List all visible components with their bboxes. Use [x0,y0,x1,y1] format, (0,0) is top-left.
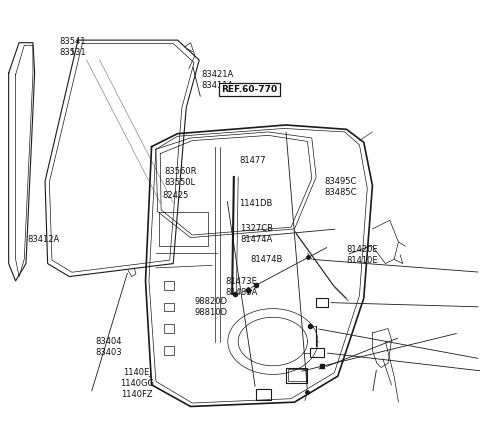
Bar [164,302,174,311]
Bar [164,346,174,354]
Text: 82425: 82425 [162,190,189,200]
Text: 83404
83403: 83404 83403 [96,337,122,357]
Text: 83495C
83485C: 83495C 83485C [324,177,357,198]
Text: 83412A: 83412A [27,235,60,244]
Bar [164,324,174,333]
Text: REF.60-770: REF.60-770 [221,85,277,94]
Text: 81473E
81483A: 81473E 81483A [225,278,258,297]
Text: 81420E
81410E: 81420E 81410E [346,245,377,265]
Text: 83560R
83550L: 83560R 83550L [164,166,197,186]
Text: 1141DB: 1141DB [239,199,273,208]
Text: 1327CB
81474A: 1327CB 81474A [240,224,273,244]
Bar [310,349,324,357]
Text: 81474B: 81474B [250,255,283,264]
Bar [255,389,271,400]
Text: 83421A
83411A: 83421A 83411A [202,70,234,90]
Bar [316,298,328,307]
Bar [286,368,308,383]
Bar [288,369,306,381]
Text: 81477: 81477 [239,156,266,165]
Text: 1140EJ
1140GG
1140FZ: 1140EJ 1140GG 1140FZ [120,368,154,399]
Bar [164,281,174,289]
Text: 98820D
98810D: 98820D 98810D [194,297,228,317]
Text: 83541
83531: 83541 83531 [60,37,86,57]
